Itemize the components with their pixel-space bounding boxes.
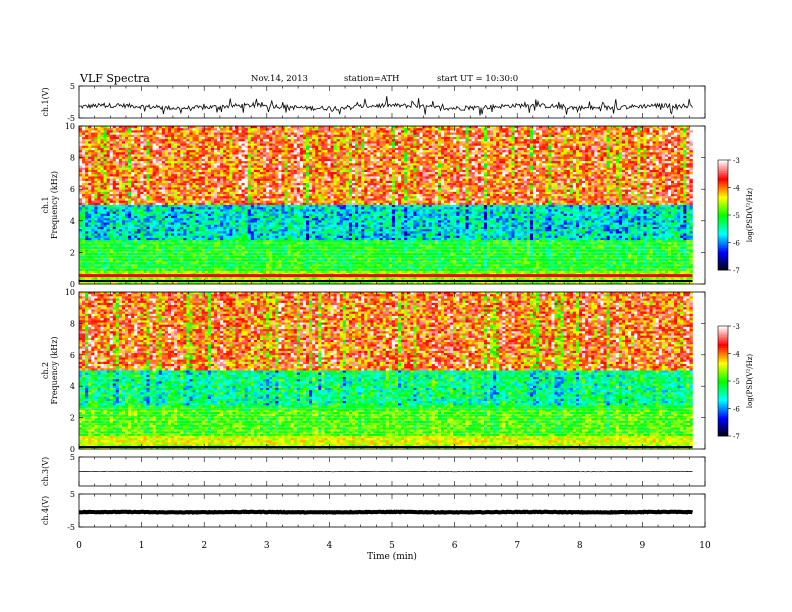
ytick-label-ch1-spectrogram-5: 10: [65, 122, 75, 131]
colorbar-tick-3: -6: [733, 240, 740, 248]
colorbar-tick-4: -7: [733, 433, 740, 441]
ytick-label-ch1-spectrogram-3: 6: [70, 185, 75, 194]
colorbar-tick-1: -4: [733, 185, 740, 193]
ylabel-ch1-spectrogram-frequency: Frequency (kHz): [50, 171, 59, 239]
ch1-low-freq-band: [79, 274, 692, 277]
ytick-label-ch4-waveform-0: 5: [70, 490, 75, 499]
ytick-label-ch2-spectrogram-4: 8: [70, 319, 75, 328]
ytick-label-ch1-spectrogram-2: 4: [70, 217, 75, 226]
colorbar-ch2-spectrogram: -3 -4 -5 -6 -7 log(PSD(V²/Hz): [718, 323, 754, 441]
ytick-label-ch2-spectrogram-5: 10: [65, 288, 75, 297]
panel-ch1-spectrogram: [79, 126, 693, 284]
colorbar-tick-1: -4: [733, 351, 740, 359]
ch2-dc-band: [79, 446, 692, 448]
xtick-label-5: 5: [389, 541, 395, 551]
ylabel-ch1-spectrogram-channel: ch.1: [41, 196, 50, 213]
colorbar-tick-0: -3: [733, 157, 740, 165]
ch4-waveform-trace: [79, 512, 693, 513]
xtick-label-10: 10: [699, 541, 711, 551]
ylabel-ch2-spectrogram-frequency: Frequency (kHz): [50, 336, 59, 404]
colorbar-tick-2: -5: [733, 378, 740, 386]
colorbar-ch1-spectrogram: -3 -4 -5 -6 -7 log(PSD(V²/Hz): [718, 157, 754, 275]
colorbar-label: log(PSD(V²/Hz): [746, 188, 754, 243]
colorbar-tick-0: -3: [733, 323, 740, 331]
ch3-waveform-trace: [79, 471, 693, 472]
xtick-label-4: 4: [327, 541, 333, 551]
xtick-label-3: 3: [264, 541, 270, 551]
ch1-waveform-trace: [79, 96, 693, 115]
xaxis-label: Time (min): [367, 551, 417, 562]
ytick-label-ch1-spectrogram-1: 2: [70, 248, 75, 257]
xtick-label-8: 8: [577, 541, 583, 551]
xtick-label-0: 0: [76, 541, 82, 551]
ylabel-ch3-waveform: ch.3(V): [41, 457, 50, 486]
xtick-label-2: 2: [201, 541, 207, 551]
panel-ch3-waveform: [79, 471, 693, 472]
ytick-label-ch2-spectrogram-2: 4: [70, 382, 75, 391]
xtick-label-7: 7: [514, 541, 520, 551]
ytick-label-ch2-spectrogram-3: 6: [70, 351, 75, 360]
xtick-label-1: 1: [139, 541, 145, 551]
xtick-label-9: 9: [640, 541, 646, 551]
colorbar-label: log(PSD(V²/Hz): [746, 354, 754, 409]
ylabel-ch1-waveform: ch.1(V): [41, 87, 50, 116]
xtick-label-6: 6: [452, 541, 458, 551]
panel-ch4-waveform: [79, 512, 693, 513]
ch1-dc-band: [79, 280, 692, 282]
ytick-label-ch3-waveform-0: 5: [70, 453, 75, 462]
ytick-label-ch1-waveform-0: 5: [70, 82, 75, 91]
colorbar-tick-4: -7: [733, 267, 740, 275]
ytick-label-ch2-spectrogram-1: 2: [70, 414, 75, 423]
vlf-spectra-figure: 5-5ch.1(V)0246810ch.1 Frequency (kHz)0246…: [0, 0, 792, 612]
panel-ch1-waveform: [79, 96, 693, 115]
ylabel-ch4-waveform: ch.4(V): [41, 496, 50, 525]
ytick-label-ch1-spectrogram-4: 8: [70, 154, 75, 163]
ylabel-ch2-spectrogram-channel: ch.2: [41, 362, 50, 379]
panel-ch2-spectrogram: [79, 292, 693, 449]
colorbar-tick-3: -6: [733, 406, 740, 414]
ytick-label-ch4-waveform-1: -5: [67, 523, 75, 532]
colorbar-tick-2: -5: [733, 212, 740, 220]
